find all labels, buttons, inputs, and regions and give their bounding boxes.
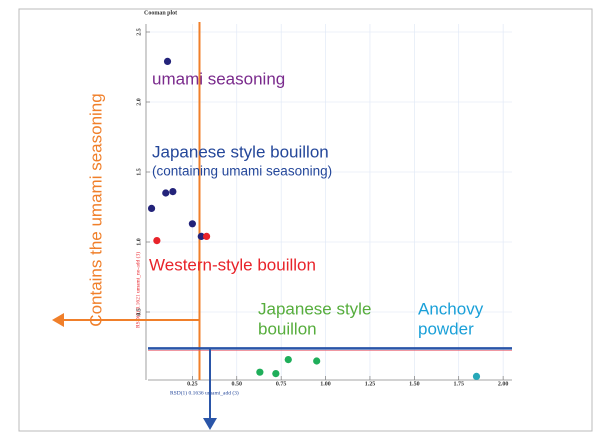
x-tick-label: 0.50 [232,381,243,387]
y-tick-label: 0.5 [136,308,142,316]
x-axis-label: RSD(1) 0.1636 umami_add (3) [170,389,239,396]
frame [18,8,593,432]
annotation: umami seasoning [152,69,285,88]
point [256,368,264,376]
point [169,188,177,196]
x-tick-label: 0.25 [187,381,198,387]
x-tick-label: 0.75 [276,381,287,387]
y-tick-label: 2.0 [136,98,142,106]
annotation: Japanese style bouillon [152,142,329,161]
arrow-left-head [52,313,64,327]
point [188,220,196,228]
point [162,189,170,197]
point [147,204,156,212]
annotation: Contains the umami seasoning [86,93,105,326]
point [284,356,292,364]
point [163,57,172,65]
x-tick-label: 1.00 [320,381,331,387]
point [197,232,205,240]
arrow-down-head [203,418,217,430]
annotation: powder [418,319,474,338]
point [313,357,321,365]
x-tick-label: 1.50 [409,381,420,387]
annotation: Japanese style [258,299,371,318]
chart-title: Cooman plot [144,10,177,16]
annotation: bouillon [258,319,317,338]
x-tick-label: 1.75 [453,381,464,387]
y-axis-label: RSD(2) 0.1621 umami_no-add (3) [134,252,141,328]
y-tick-label: 1.5 [136,168,142,176]
annotation: Western-style bouillon [149,255,316,274]
point [202,232,211,240]
point [472,372,481,380]
y-tick-label: 2.5 [136,28,142,36]
x-tick-label: 1.25 [365,381,376,387]
annotation: Anchovy [418,299,484,318]
point [272,370,280,378]
x-tick-label: 2.00 [498,381,509,387]
annotation: (containing umami seasoning) [152,164,332,179]
point [153,237,161,245]
y-tick-label: 1.0 [136,238,142,246]
